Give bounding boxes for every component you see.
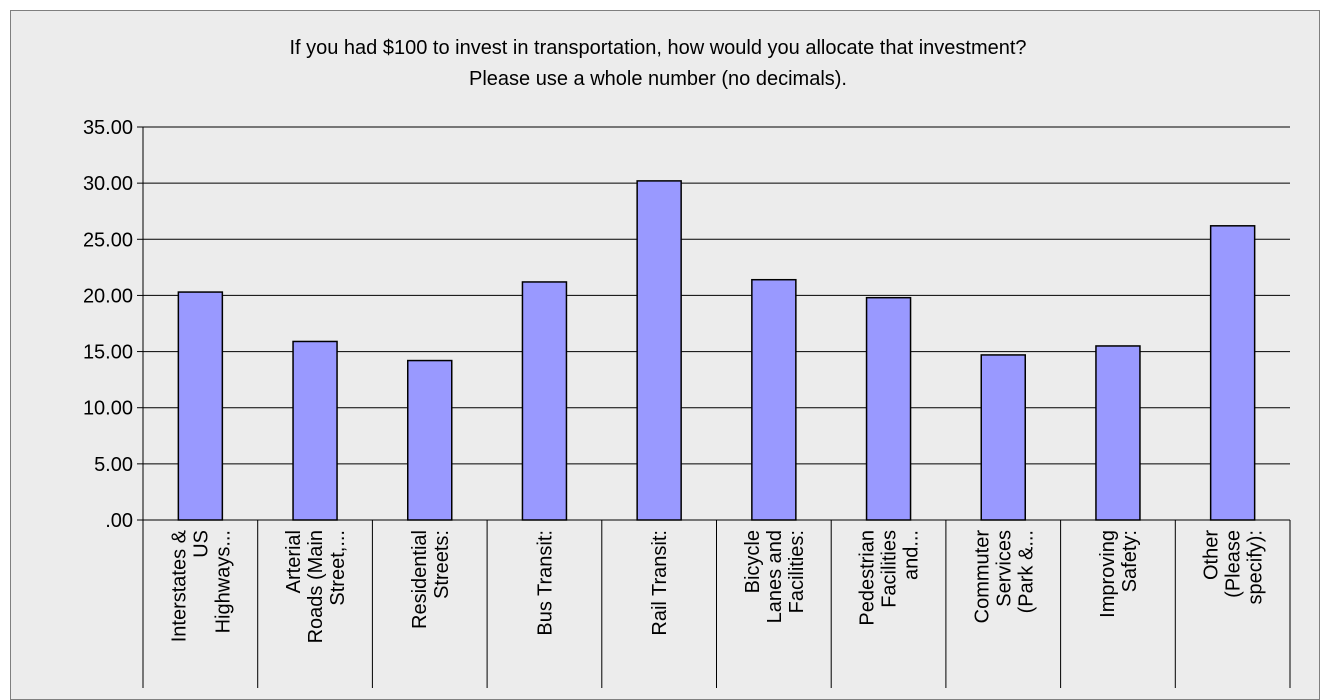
y-tick-label: 35.00 xyxy=(83,117,133,139)
x-tick-label-line: Other xyxy=(1201,530,1223,580)
x-tick-label-line: Residential xyxy=(409,530,431,629)
x-tick-label: Improving Safety: xyxy=(1097,530,1141,618)
y-tick-label: 20.00 xyxy=(83,285,133,307)
chart-title-line-2: Please use a whole number (no decimals). xyxy=(469,68,847,90)
y-tick-label: .00 xyxy=(105,510,133,532)
x-tick-label-line: Roads (Main xyxy=(305,530,327,643)
x-tick-label-line: specify): xyxy=(1245,530,1267,604)
x-tick-label-line: Highways... xyxy=(212,530,234,633)
x-tick-label: Arterial Roads (Main Street,... xyxy=(283,530,349,643)
y-tick-label: 10.00 xyxy=(83,398,133,420)
bar xyxy=(408,361,452,520)
x-tick-label: Other (Please specify): xyxy=(1201,530,1267,605)
y-tick-label: 5.00 xyxy=(94,454,133,476)
x-tick-label-line: US xyxy=(190,530,212,558)
x-tick-label-line: Pedestrian xyxy=(857,530,879,626)
y-tick-label: 15.00 xyxy=(83,342,133,364)
x-axis-tick-labels: Interstates & US Highways... Arterial Roads … xyxy=(168,529,1266,643)
bar xyxy=(867,298,911,520)
x-tick-label-line: Streets: xyxy=(431,530,453,599)
bar xyxy=(522,282,566,520)
y-tick-label: 30.00 xyxy=(83,173,133,195)
y-axis-tick-labels: .00 5.00 10.00 15.00 20.00 25.00 30.00 35.00 xyxy=(83,117,133,532)
x-tick-label: Residential Streets: xyxy=(409,530,453,629)
x-tick-label: Bicycle Lanes and Facilities: xyxy=(742,530,808,623)
x-tick-label-line: (Park &... xyxy=(1015,530,1037,613)
bar xyxy=(752,280,796,520)
x-tick-label-line: Improving xyxy=(1097,530,1119,618)
x-tick-label-line: Street,... xyxy=(327,530,349,606)
x-tick-label-line: Interstates & xyxy=(168,529,190,642)
chart-title: If you had $100 to invest in transportat… xyxy=(289,37,1026,90)
x-tick-label-line: Lanes and xyxy=(764,530,786,623)
x-tick-label-line: Rail Transit: xyxy=(649,530,671,636)
x-tick-label: Commuter Services (Park &... xyxy=(971,530,1037,624)
x-tick-label-line: Facilities xyxy=(879,530,901,608)
x-tick-label: Interstates & US Highways... xyxy=(168,529,234,642)
x-tick-label: Rail Transit: xyxy=(649,530,671,636)
x-tick-label-line: (Please xyxy=(1223,530,1245,598)
x-tick-label-line: Safety: xyxy=(1119,530,1141,592)
x-tick-label-line: Services xyxy=(993,530,1015,607)
x-tick-label: Bus Transit: xyxy=(534,530,556,636)
bars xyxy=(178,181,1254,520)
x-tick-label-line: Arterial xyxy=(283,530,305,593)
bar xyxy=(293,341,337,520)
y-tick-label: 25.00 xyxy=(83,229,133,251)
x-tick-label-line: Bus Transit: xyxy=(534,530,556,636)
x-tick-label-line: and... xyxy=(901,530,923,580)
bar xyxy=(981,355,1025,520)
bar xyxy=(1096,346,1140,520)
x-tick-label-line: Facilities: xyxy=(786,530,808,613)
bar xyxy=(1211,226,1255,520)
x-tick-label-line: Commuter xyxy=(971,530,993,624)
x-tick-label-line: Bicycle xyxy=(742,530,764,593)
bar xyxy=(178,292,222,520)
chart-title-line-1: If you had $100 to invest in transportat… xyxy=(289,37,1026,59)
x-tick-label: Pedestrian Facilities and... xyxy=(857,530,923,626)
bar xyxy=(637,181,681,520)
